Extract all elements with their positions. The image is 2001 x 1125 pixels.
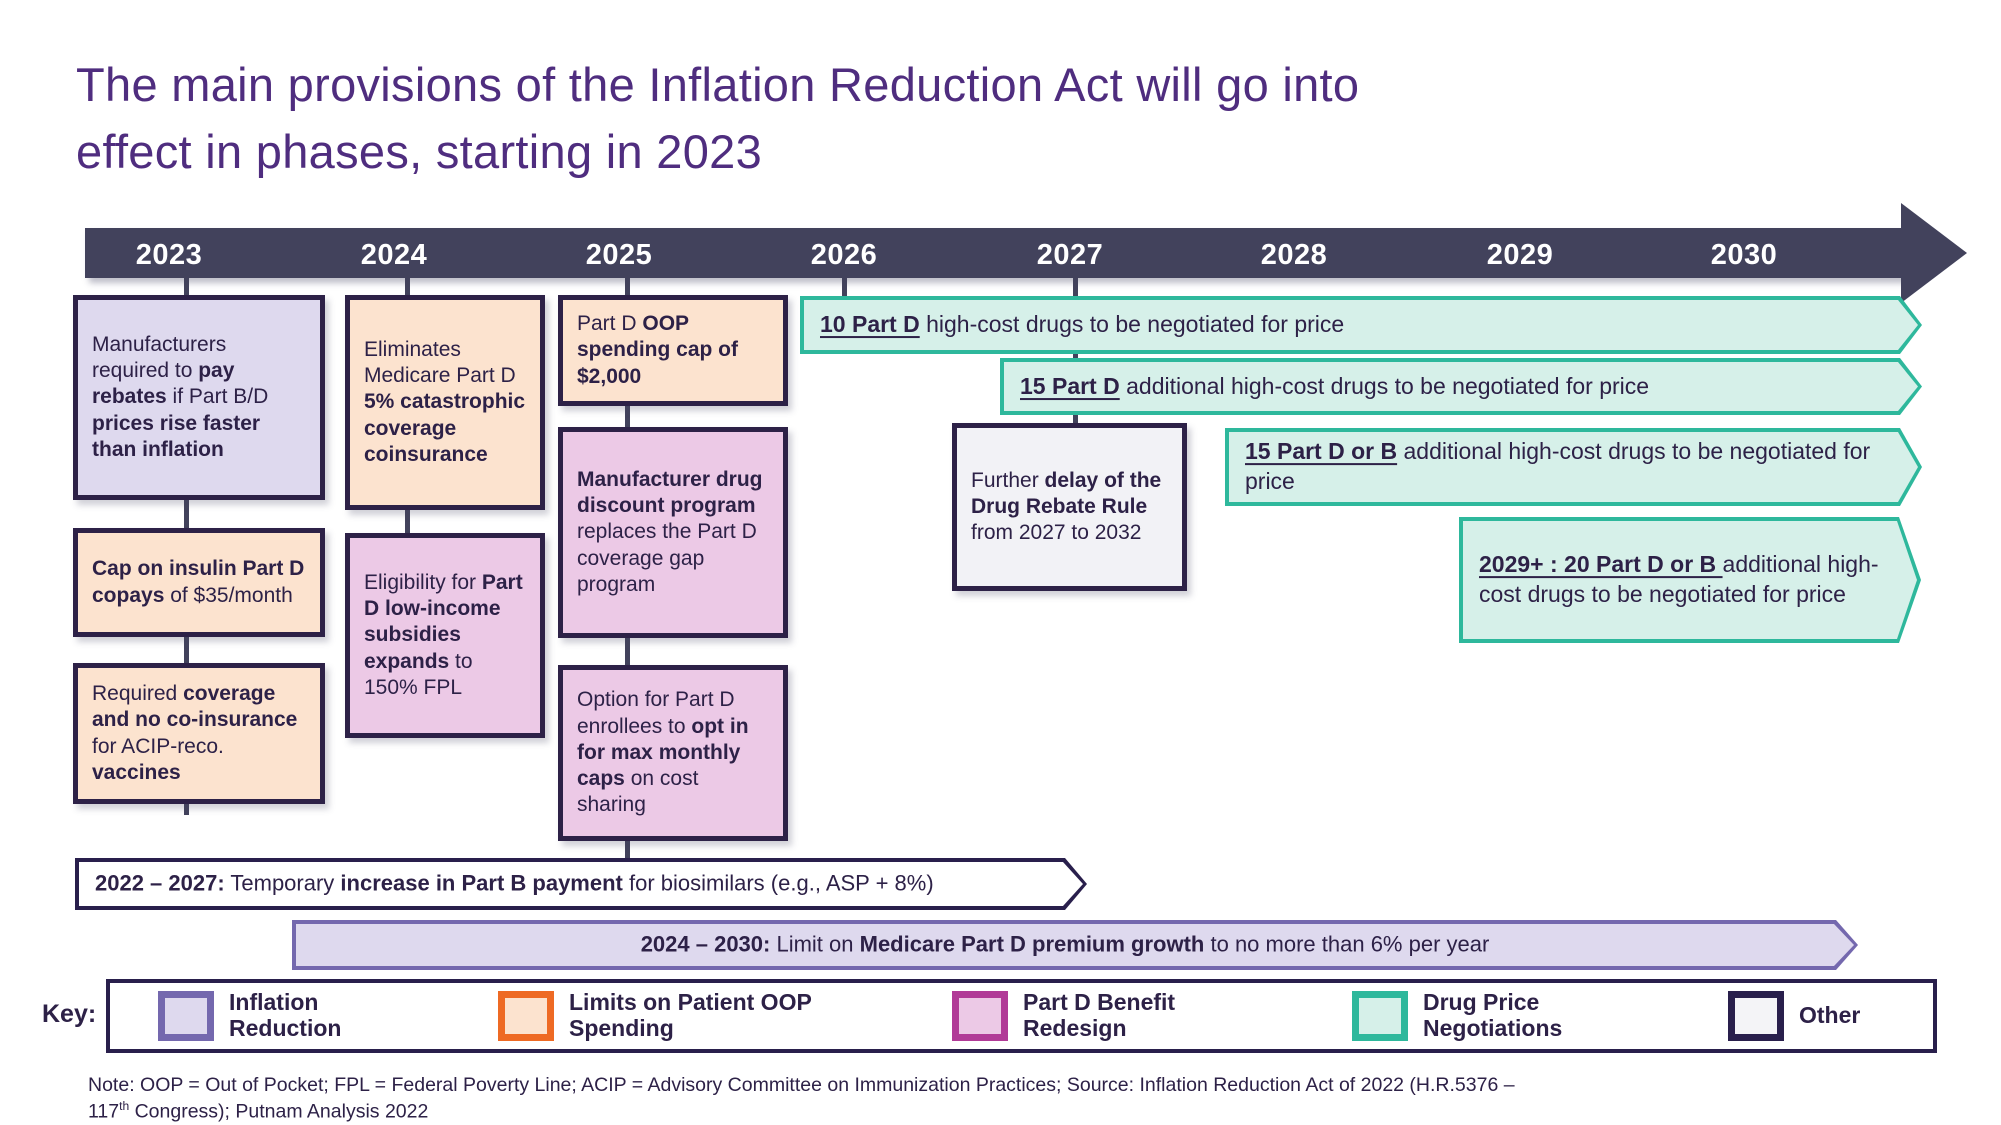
arrow-15-part-d-text: 15 Part D additional high-cost drugs to … (1020, 372, 1650, 399)
arrow-15-part-d-or-b-text: 15 Part D or B additional high-cost drug… (1245, 438, 1871, 494)
box-drug-discount-program-text: Manufacturer drug discount program repla… (577, 467, 763, 596)
legend-item-other: Other (1728, 988, 1860, 1044)
legend-label-oop-spending: Limits on Patient OOP Spending (569, 989, 812, 1041)
box-monthly-caps-opt-in: Option for Part D enrollees to opt in fo… (558, 665, 788, 841)
timeline-year-2024: 2024 (360, 239, 428, 271)
banner-fill (79, 862, 1083, 906)
box-low-income-subsidies-text: Eligibility for Part D low-income subsid… (364, 570, 523, 699)
arrow-2029-20-part-d-or-b-negotiation: 2029+ : 20 Part D or B additional high-c… (1459, 517, 1921, 643)
legend-item-oop-spending: Limits on Patient OOP Spending (498, 988, 839, 1044)
arrow-2029-20-part-d-or-b-text: 2029+ : 20 Part D or B additional high-c… (1479, 551, 1879, 607)
box-oop-spending-cap: Part D OOP spending cap of $2,000 (558, 295, 788, 406)
legend-key-label: Key: (42, 1000, 97, 1028)
timeline-year-2023: 2023 (135, 239, 203, 271)
legend-swatch-inflation-reduction (158, 991, 214, 1041)
box-insulin-copay-cap: Cap on insulin Part D copays of $35/mont… (73, 528, 325, 637)
connector-2026 (842, 278, 847, 304)
box-insulin-copay-cap-text: Cap on insulin Part D copays of $35/mont… (92, 557, 305, 607)
timeline-arrowhead-icon (1901, 203, 1967, 303)
arrow-fill (1004, 362, 1918, 411)
box-vaccine-coverage-text: Required coverage and no co-insurance fo… (92, 682, 298, 784)
timeline-year-2028: 2028 (1260, 239, 1328, 271)
legend-item-inflation-reduction: Inflation Reduction (158, 988, 359, 1044)
arrow-15-part-d-negotiation: 15 Part D additional high-cost drugs to … (1000, 358, 1922, 415)
arrow-fill (1463, 521, 1917, 639)
legend-label-inflation-reduction: Inflation Reduction (229, 989, 342, 1041)
legend-swatch-part-d-redesign (952, 991, 1008, 1041)
box-vaccine-coverage: Required coverage and no co-insurance fo… (73, 663, 325, 804)
box-rebate-rule-delay-text: Further delay of the Drug Rebate Rule fr… (971, 468, 1162, 545)
banner-fill (296, 924, 1854, 966)
timeline-year-2027: 2027 (1036, 239, 1104, 271)
timeline-year-2029: 2029 (1486, 239, 1554, 271)
box-oop-spending-cap-text: Part D OOP spending cap of $2,000 (577, 312, 739, 388)
timeline-year-2026: 2026 (810, 239, 878, 271)
legend-swatch-oop-spending (498, 991, 554, 1041)
box-catastrophic-coinsurance-text: Eliminates Medicare Part D 5% catastroph… (364, 337, 526, 466)
banner-premium-growth-limit: 2024 – 2030: Limit on Medicare Part D pr… (292, 920, 1858, 970)
arrow-fill (1229, 432, 1918, 502)
box-low-income-subsidies: Eligibility for Part D low-income subsid… (345, 533, 545, 738)
legend-label-part-d-redesign: Part D Benefit Redesign (1023, 989, 1176, 1041)
banner-premium-growth-limit-text: 2024 – 2030: Limit on Medicare Part D pr… (640, 931, 1490, 957)
legend-label-other: Other (1799, 1002, 1861, 1029)
box-drug-discount-program: Manufacturer drug discount program repla… (558, 427, 788, 638)
timeline-year-2025: 2025 (585, 239, 653, 271)
legend-box (106, 979, 1937, 1053)
arrow-10-part-d-text: 10 Part D high-cost drugs to be negotiat… (820, 311, 1345, 338)
arrow-fill (804, 300, 1918, 350)
box-rebate-rule-delay: Further delay of the Drug Rebate Rule fr… (952, 423, 1187, 591)
box-monthly-caps-opt-in-text: Option for Part D enrollees to opt in fo… (577, 688, 749, 817)
legend-swatch-other (1728, 991, 1784, 1041)
banner-part-b-biosimilars: 2022 – 2027: Temporary increase in Part … (75, 858, 1087, 910)
legend-item-drug-price-negotiations: Drug Price Negotiations (1352, 988, 1593, 1044)
legend-item-part-d-redesign: Part D Benefit Redesign (952, 988, 1203, 1044)
footnote: Note: OOP = Out of Pocket; FPL = Federal… (88, 1074, 1515, 1123)
box-manufacturer-rebates: Manufacturers required to pay rebates if… (73, 295, 325, 500)
banner-part-b-biosimilars-text: 2022 – 2027: Temporary increase in Part … (95, 870, 934, 896)
legend-label-drug-price-negotiations: Drug Price Negotiations (1423, 989, 1563, 1041)
arrow-15-part-d-or-b-negotiation: 15 Part D or B additional high-cost drug… (1225, 428, 1922, 506)
page-title: The main provisions of the Inflation Red… (76, 58, 1360, 178)
box-manufacturer-rebates-text: Manufacturers required to pay rebates if… (92, 332, 269, 461)
arrow-10-part-d-negotiation: 10 Part D high-cost drugs to be negotiat… (800, 296, 1922, 354)
timeline-bar (85, 228, 1905, 278)
box-catastrophic-coinsurance: Eliminates Medicare Part D 5% catastroph… (345, 295, 545, 510)
timeline-year-2030: 2030 (1710, 239, 1778, 271)
legend-swatch-drug-price-negotiations (1352, 991, 1408, 1041)
